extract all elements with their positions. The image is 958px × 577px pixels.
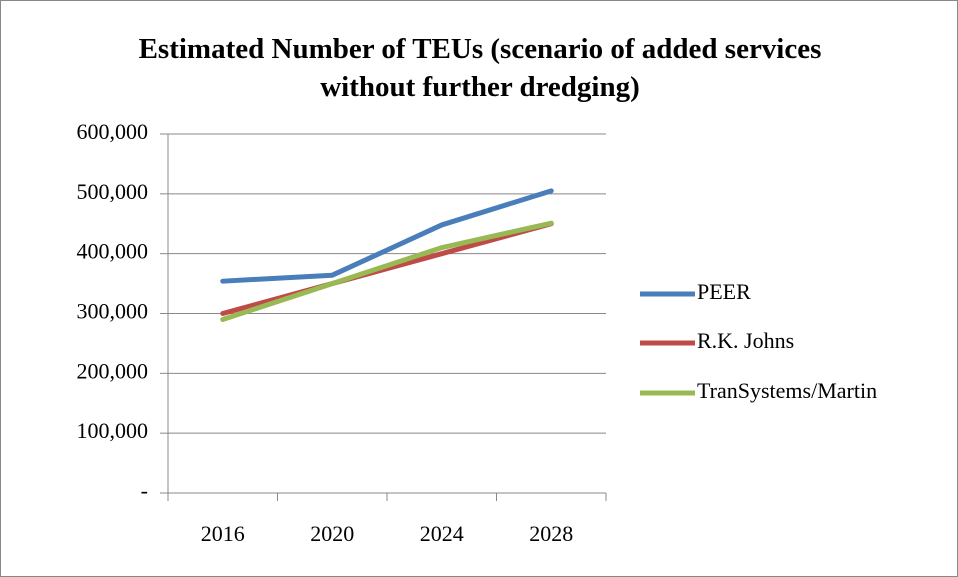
y-tick-label: 200,000	[77, 358, 149, 383]
y-tick-label: 100,000	[77, 418, 149, 443]
y-tick-label: 300,000	[77, 299, 149, 324]
x-tick-label: 2024	[420, 521, 464, 546]
series-line	[220, 220, 554, 322]
series-line	[220, 188, 554, 284]
legend-label: PEER	[697, 279, 751, 304]
y-tick-label: 600,000	[77, 119, 149, 144]
y-tick-label: -	[141, 478, 148, 503]
series-line	[220, 221, 554, 316]
legend-label: TranSystems/Martin	[697, 378, 877, 403]
x-tick-label: 2020	[310, 521, 354, 546]
x-tick-label: 2028	[529, 521, 573, 546]
y-tick-label: 400,000	[77, 239, 149, 264]
y-tick-label: 500,000	[77, 179, 149, 204]
legend-label: R.K. Johns	[697, 328, 794, 353]
chart-title: Estimated Number of TEUs (scenario of ad…	[138, 33, 822, 103]
x-tick-label: 2016	[201, 521, 245, 546]
